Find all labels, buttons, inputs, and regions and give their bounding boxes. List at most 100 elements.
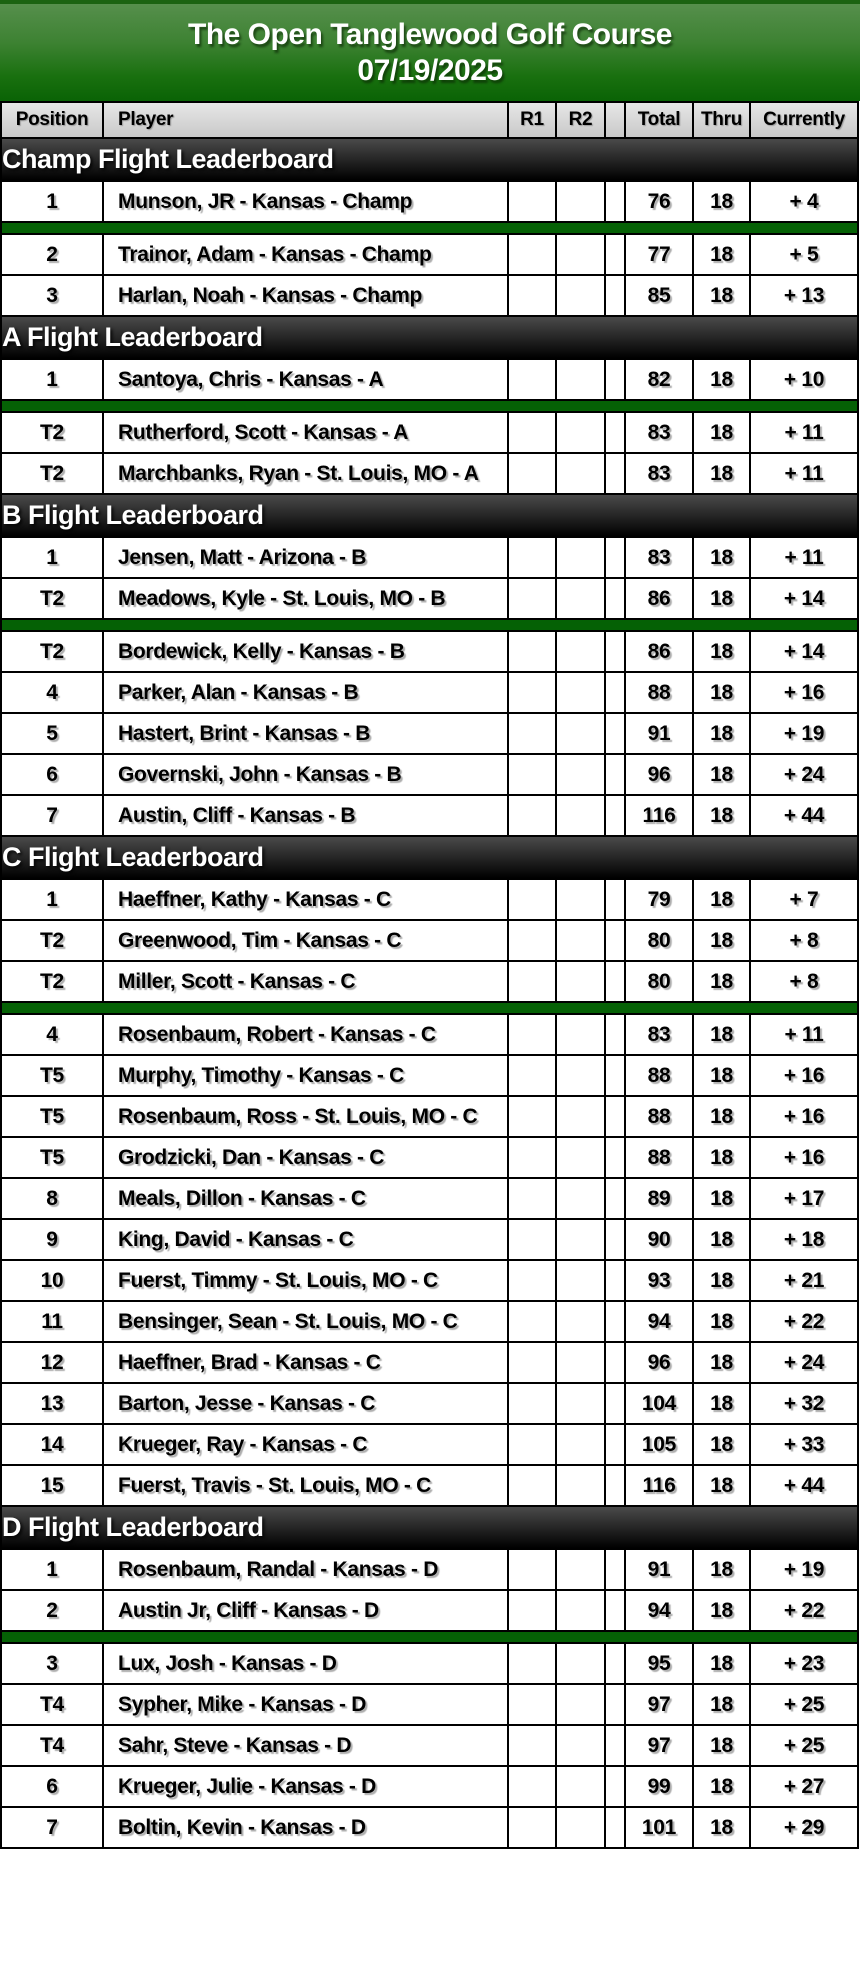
position-cell: 8 bbox=[0, 1177, 104, 1220]
position-cell: 7 bbox=[0, 1806, 104, 1849]
spacer-cell bbox=[604, 1548, 626, 1591]
total-cell: 83 bbox=[624, 411, 694, 454]
player-row: 1 Munson, JR - Kansas - Champ 76 18 + 4 bbox=[0, 180, 859, 223]
position-cell: 3 bbox=[0, 1642, 104, 1685]
position-cell: 9 bbox=[0, 1218, 104, 1261]
spacer-cell bbox=[604, 1382, 626, 1425]
spacer-cell bbox=[604, 712, 626, 755]
total-cell: 99 bbox=[624, 1765, 694, 1808]
currently-cell: + 23 bbox=[749, 1642, 859, 1685]
player-row: 14 Krueger, Ray - Kansas - C 105 18 + 33 bbox=[0, 1423, 859, 1466]
r2-cell bbox=[555, 274, 606, 317]
thru-cell: 18 bbox=[692, 536, 751, 579]
currently-cell: + 17 bbox=[749, 1177, 859, 1220]
player-cell: Rosenbaum, Robert - Kansas - C bbox=[102, 1013, 509, 1056]
player-row: 3 Lux, Josh - Kansas - D 95 18 + 23 bbox=[0, 1642, 859, 1685]
r1-cell bbox=[507, 1548, 557, 1591]
position-cell: 14 bbox=[0, 1423, 104, 1466]
player-row: 4 Rosenbaum, Robert - Kansas - C 83 18 + 11 bbox=[0, 1013, 859, 1056]
player-row: 10 Fuerst, Timmy - St. Louis, MO - C 93 18 +… bbox=[0, 1259, 859, 1302]
r1-cell bbox=[507, 919, 557, 962]
player-cell: Barton, Jesse - Kansas - C bbox=[102, 1382, 509, 1425]
green-divider-row bbox=[0, 1001, 859, 1015]
total-cell: 89 bbox=[624, 1177, 694, 1220]
player-row: T2 Miller, Scott - Kansas - C 80 18 + 8 bbox=[0, 960, 859, 1003]
r2-cell bbox=[555, 577, 606, 620]
total-cell: 94 bbox=[624, 1300, 694, 1343]
r2-cell bbox=[555, 1300, 606, 1343]
total-cell: 104 bbox=[624, 1382, 694, 1425]
thru-cell: 18 bbox=[692, 1765, 751, 1808]
green-divider bbox=[0, 1630, 859, 1644]
total-cell: 80 bbox=[624, 960, 694, 1003]
r2-cell bbox=[555, 233, 606, 276]
currently-cell: + 14 bbox=[749, 577, 859, 620]
total-cell: 93 bbox=[624, 1259, 694, 1302]
currently-cell: + 10 bbox=[749, 358, 859, 401]
r1-cell bbox=[507, 1095, 557, 1138]
thru-cell: 18 bbox=[692, 794, 751, 837]
event-title: The Open Tanglewood Golf Course bbox=[188, 17, 672, 51]
player-cell: Sahr, Steve - Kansas - D bbox=[102, 1724, 509, 1767]
position-cell: T2 bbox=[0, 630, 104, 673]
r1-cell bbox=[507, 1300, 557, 1343]
player-cell: Meadows, Kyle - St. Louis, MO - B bbox=[102, 577, 509, 620]
r1-cell bbox=[507, 1013, 557, 1056]
flight-section-label: D Flight Leaderboard bbox=[0, 1505, 859, 1550]
position-cell: 2 bbox=[0, 1589, 104, 1632]
player-row: 1 Santoya, Chris - Kansas - A 82 18 + 10 bbox=[0, 358, 859, 401]
green-divider bbox=[0, 1001, 859, 1015]
currently-cell: + 11 bbox=[749, 411, 859, 454]
player-row: T5 Rosenbaum, Ross - St. Louis, MO - C 88 1… bbox=[0, 1095, 859, 1138]
green-divider bbox=[0, 399, 859, 413]
r2-cell bbox=[555, 1548, 606, 1591]
player-cell: Grodzicki, Dan - Kansas - C bbox=[102, 1136, 509, 1179]
green-divider-row bbox=[0, 399, 859, 413]
r1-cell bbox=[507, 1724, 557, 1767]
total-cell: 76 bbox=[624, 180, 694, 223]
flight-section-label: B Flight Leaderboard bbox=[0, 493, 859, 538]
spacer-cell bbox=[604, 1464, 626, 1507]
column-header-spacer bbox=[604, 101, 626, 139]
currently-cell: + 19 bbox=[749, 1548, 859, 1591]
thru-cell: 18 bbox=[692, 1095, 751, 1138]
spacer-cell bbox=[604, 1683, 626, 1726]
player-cell: Fuerst, Timmy - St. Louis, MO - C bbox=[102, 1259, 509, 1302]
r1-cell bbox=[507, 1054, 557, 1097]
spacer-cell bbox=[604, 1054, 626, 1097]
player-row: T2 Rutherford, Scott - Kansas - A 83 18 + 11 bbox=[0, 411, 859, 454]
flight-section-label: Champ Flight Leaderboard bbox=[0, 137, 859, 182]
thru-cell: 18 bbox=[692, 878, 751, 921]
player-cell: Trainor, Adam - Kansas - Champ bbox=[102, 233, 509, 276]
total-cell: 88 bbox=[624, 1136, 694, 1179]
flight-section-row: A Flight Leaderboard bbox=[0, 315, 859, 360]
player-row: 2 Trainor, Adam - Kansas - Champ 77 18 + 5 bbox=[0, 233, 859, 276]
currently-cell: + 21 bbox=[749, 1259, 859, 1302]
r2-cell bbox=[555, 1259, 606, 1302]
r1-cell bbox=[507, 536, 557, 579]
column-header-r2: R2 bbox=[555, 101, 606, 139]
player-row: 1 Jensen, Matt - Arizona - B 83 18 + 11 bbox=[0, 536, 859, 579]
thru-cell: 18 bbox=[692, 712, 751, 755]
spacer-cell bbox=[604, 1589, 626, 1632]
total-cell: 85 bbox=[624, 274, 694, 317]
thru-cell: 18 bbox=[692, 577, 751, 620]
total-cell: 86 bbox=[624, 630, 694, 673]
player-row: 3 Harlan, Noah - Kansas - Champ 85 18 + 13 bbox=[0, 274, 859, 317]
position-cell: T2 bbox=[0, 452, 104, 495]
player-cell: Marchbanks, Ryan - St. Louis, MO - A bbox=[102, 452, 509, 495]
position-cell: T5 bbox=[0, 1054, 104, 1097]
total-cell: 96 bbox=[624, 753, 694, 796]
r2-cell bbox=[555, 1464, 606, 1507]
total-cell: 90 bbox=[624, 1218, 694, 1261]
currently-cell: + 16 bbox=[749, 1136, 859, 1179]
thru-cell: 18 bbox=[692, 1259, 751, 1302]
r1-cell bbox=[507, 712, 557, 755]
player-row: 1 Haeffner, Kathy - Kansas - C 79 18 + 7 bbox=[0, 878, 859, 921]
player-row: 4 Parker, Alan - Kansas - B 88 18 + 16 bbox=[0, 671, 859, 714]
player-row: 5 Hastert, Brint - Kansas - B 91 18 + 19 bbox=[0, 712, 859, 755]
spacer-cell bbox=[604, 1724, 626, 1767]
event-title-banner: The Open Tanglewood Golf Course 07/19/20… bbox=[0, 0, 860, 101]
player-row: 13 Barton, Jesse - Kansas - C 104 18 + 32 bbox=[0, 1382, 859, 1425]
